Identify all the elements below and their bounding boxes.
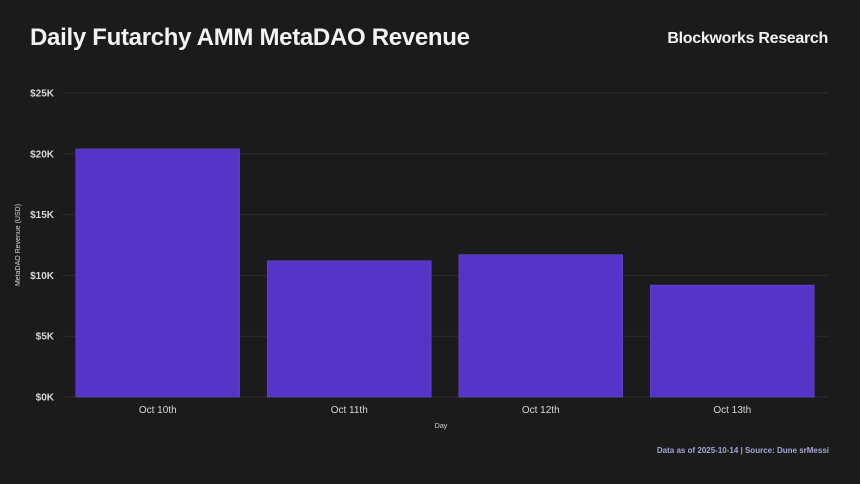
y-tick-label: $10K [30, 271, 55, 282]
x-tick-label: Oct 10th [139, 405, 177, 416]
x-tick-label: Oct 11th [331, 405, 368, 416]
x-tick-label: Oct 13th [713, 405, 751, 416]
x-tick-label: Oct 12th [522, 405, 560, 416]
x-axis-label: Day [435, 423, 448, 430]
bars [75, 148, 815, 398]
y-tick-label: $25K [30, 89, 55, 100]
y-tick-label: $15K [30, 210, 55, 221]
bar-oct-12th [458, 254, 623, 398]
bar-oct-11th [267, 260, 432, 398]
y-tick-label: $20K [30, 149, 55, 160]
y-tick-label: $5K [36, 332, 55, 343]
y-axis-label: MetaDAO Revenue (USD) [15, 204, 22, 286]
bar-oct-13th [650, 284, 815, 398]
y-tick-label: $0K [36, 393, 55, 404]
y-axis-ticks: $0K $5K $10K $15K $20K $25K [30, 89, 55, 404]
chart-title: Daily Futarchy AMM MetaDAO Revenue [30, 24, 470, 51]
bar-oct-10th [75, 148, 240, 398]
source-footnote: Data as of 2025-10-14 | Source: Dune srM… [656, 446, 829, 455]
brand-logo-text: Blockworks Research [667, 30, 828, 47]
x-axis-ticks: Oct 10th Oct 11th Oct 12th Oct 13th [139, 405, 751, 416]
